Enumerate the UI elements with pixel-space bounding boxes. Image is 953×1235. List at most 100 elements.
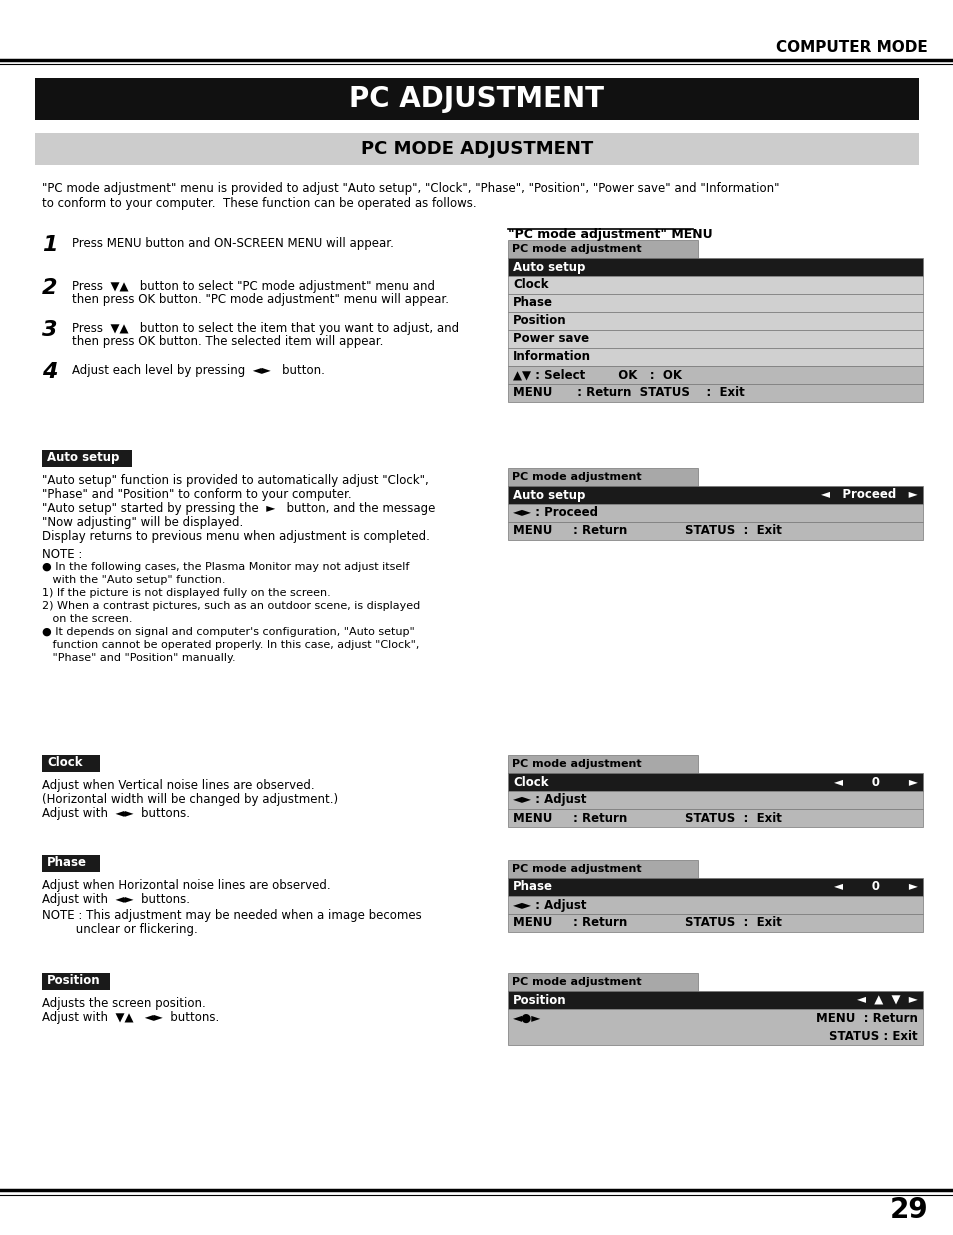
Bar <box>42 755 100 772</box>
Text: "Auto setup" function is provided to automatically adjust "Clock",: "Auto setup" function is provided to aut… <box>42 474 428 487</box>
Text: ▲▼ : Select        OK   :  OK: ▲▼ : Select OK : OK <box>513 368 681 382</box>
Text: ◄► : Adjust: ◄► : Adjust <box>513 794 586 806</box>
Text: Clock: Clock <box>513 776 548 788</box>
Text: PC mode adjustment: PC mode adjustment <box>512 245 641 254</box>
Bar <box>507 468 698 487</box>
Bar <box>507 809 923 827</box>
Text: MENU     : Return              STATUS  :  Exit: MENU : Return STATUS : Exit <box>513 916 781 930</box>
Text: then press OK button. The selected item will appear.: then press OK button. The selected item … <box>71 335 383 348</box>
Bar <box>507 522 923 540</box>
Bar <box>42 855 100 872</box>
Bar <box>42 450 132 467</box>
Bar <box>35 78 918 120</box>
Text: MENU     : Return              STATUS  :  Exit: MENU : Return STATUS : Exit <box>513 525 781 537</box>
Bar <box>507 275 923 294</box>
Text: 29: 29 <box>888 1195 927 1224</box>
Text: ● It depends on signal and computer's configuration, "Auto setup": ● It depends on signal and computer's co… <box>42 627 415 637</box>
Text: NOTE :: NOTE : <box>42 548 82 561</box>
Text: unclear or flickering.: unclear or flickering. <box>42 923 197 936</box>
Text: Clock: Clock <box>47 757 82 769</box>
Text: on the screen.: on the screen. <box>42 614 132 624</box>
Text: Adjust with  ◄►  buttons.: Adjust with ◄► buttons. <box>42 893 190 906</box>
Text: to conform to your computer.  These function can be operated as follows.: to conform to your computer. These funct… <box>42 198 477 210</box>
Text: Clock: Clock <box>513 279 548 291</box>
Text: COMPUTER MODE: COMPUTER MODE <box>776 40 927 56</box>
Text: ◄       0       ►: ◄ 0 ► <box>833 776 917 788</box>
Bar <box>507 330 923 348</box>
Text: NOTE : This adjustment may be needed when a image becomes: NOTE : This adjustment may be needed whe… <box>42 909 421 923</box>
Text: Adjust each level by pressing  ◄►   button.: Adjust each level by pressing ◄► button. <box>71 364 325 377</box>
Text: PC mode adjustment: PC mode adjustment <box>512 472 641 482</box>
Text: Auto setup: Auto setup <box>47 452 119 464</box>
Text: then press OK button. "PC mode adjustment" menu will appear.: then press OK button. "PC mode adjustmen… <box>71 293 449 306</box>
Text: Phase: Phase <box>513 881 553 893</box>
Text: ◄●►: ◄●► <box>513 1011 540 1025</box>
Text: Adjust when Vertical noise lines are observed.: Adjust when Vertical noise lines are obs… <box>42 779 314 792</box>
Text: "Phase" and "Position" to conform to your computer.: "Phase" and "Position" to conform to you… <box>42 488 352 501</box>
Text: "PC mode adjustment" MENU: "PC mode adjustment" MENU <box>507 228 712 241</box>
Bar <box>507 504 923 522</box>
Text: PC MODE ADJUSTMENT: PC MODE ADJUSTMENT <box>360 140 593 158</box>
Bar <box>507 258 923 275</box>
Bar <box>507 384 923 403</box>
Bar <box>507 990 923 1009</box>
Bar <box>507 366 923 384</box>
Text: ● In the following cases, the Plasma Monitor may not adjust itself: ● In the following cases, the Plasma Mon… <box>42 562 409 572</box>
Bar <box>507 790 923 809</box>
Text: 1) If the picture is not displayed fully on the screen.: 1) If the picture is not displayed fully… <box>42 588 331 598</box>
Text: MENU     : Return              STATUS  :  Exit: MENU : Return STATUS : Exit <box>513 811 781 825</box>
Text: MENU      : Return  STATUS    :  Exit: MENU : Return STATUS : Exit <box>513 387 744 399</box>
Bar <box>507 773 923 790</box>
Bar <box>507 348 923 366</box>
Bar <box>507 240 698 258</box>
Text: "Now adjusting" will be displayed.: "Now adjusting" will be displayed. <box>42 516 243 529</box>
Bar <box>507 973 698 990</box>
Text: Position: Position <box>47 974 100 988</box>
Bar <box>507 897 923 914</box>
Text: Power save: Power save <box>513 332 589 346</box>
Text: Auto setup: Auto setup <box>513 489 585 501</box>
Text: ◄► : Adjust: ◄► : Adjust <box>513 899 586 911</box>
Bar <box>507 914 923 932</box>
Text: ◄  ▲  ▼  ►: ◄ ▲ ▼ ► <box>857 993 917 1007</box>
Text: PC mode adjustment: PC mode adjustment <box>512 864 641 874</box>
Text: with the "Auto setup" function.: with the "Auto setup" function. <box>42 576 225 585</box>
Text: Display returns to previous menu when adjustment is completed.: Display returns to previous menu when ad… <box>42 530 430 543</box>
Text: 4: 4 <box>42 362 57 382</box>
Text: STATUS : Exit: STATUS : Exit <box>828 1030 917 1042</box>
Text: 3: 3 <box>42 320 57 340</box>
Text: "Auto setup" started by pressing the  ►   button, and the message: "Auto setup" started by pressing the ► b… <box>42 501 435 515</box>
Text: Adjust when Horizontal noise lines are observed.: Adjust when Horizontal noise lines are o… <box>42 879 331 892</box>
Text: MENU  : Return: MENU : Return <box>815 1011 917 1025</box>
Text: ◄► : Proceed: ◄► : Proceed <box>513 506 598 520</box>
Text: Auto setup: Auto setup <box>513 261 585 273</box>
Text: 1: 1 <box>42 235 57 254</box>
Text: Adjust with  ◄►  buttons.: Adjust with ◄► buttons. <box>42 806 190 820</box>
Text: Press  ▼▲   button to select "PC mode adjustment" menu and: Press ▼▲ button to select "PC mode adjus… <box>71 280 435 293</box>
Text: PC mode adjustment: PC mode adjustment <box>512 977 641 987</box>
Bar <box>35 133 918 165</box>
Text: ◄   Proceed   ►: ◄ Proceed ► <box>821 489 917 501</box>
Text: Information: Information <box>513 351 590 363</box>
Bar <box>507 294 923 312</box>
Bar <box>507 1009 923 1045</box>
Text: 2) When a contrast pictures, such as an outdoor scene, is displayed: 2) When a contrast pictures, such as an … <box>42 601 420 611</box>
Text: Position: Position <box>513 993 566 1007</box>
Text: Press MENU button and ON-SCREEN MENU will appear.: Press MENU button and ON-SCREEN MENU wil… <box>71 237 394 249</box>
Text: Adjust with  ▼▲   ◄►  buttons.: Adjust with ▼▲ ◄► buttons. <box>42 1011 219 1024</box>
Bar <box>507 755 698 773</box>
Text: function cannot be operated properly. In this case, adjust "Clock",: function cannot be operated properly. In… <box>42 640 419 650</box>
Text: Phase: Phase <box>47 857 87 869</box>
Text: Press  ▼▲   button to select the item that you want to adjust, and: Press ▼▲ button to select the item that … <box>71 322 458 335</box>
Bar <box>507 312 923 330</box>
Bar <box>507 487 923 504</box>
Bar <box>42 973 110 990</box>
Text: Position: Position <box>513 315 566 327</box>
Text: "PC mode adjustment" menu is provided to adjust "Auto setup", "Clock", "Phase", : "PC mode adjustment" menu is provided to… <box>42 182 779 195</box>
Text: PC ADJUSTMENT: PC ADJUSTMENT <box>349 85 604 112</box>
Text: ◄       0       ►: ◄ 0 ► <box>833 881 917 893</box>
Text: "Phase" and "Position" manually.: "Phase" and "Position" manually. <box>42 653 235 663</box>
Text: Adjusts the screen position.: Adjusts the screen position. <box>42 997 206 1010</box>
Text: (Horizontal width will be changed by adjustment.): (Horizontal width will be changed by adj… <box>42 793 337 806</box>
Text: 2: 2 <box>42 278 57 298</box>
